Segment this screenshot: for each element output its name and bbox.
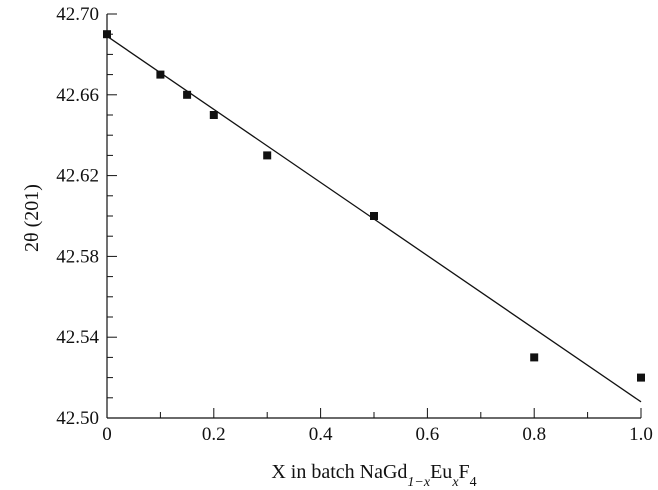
- x-label-subscript: 4: [470, 475, 477, 490]
- data-points: [103, 30, 645, 382]
- y-tick-label: 42.50: [56, 408, 99, 429]
- x-tick-label: 0.8: [522, 424, 546, 445]
- x-label-text: Eu: [430, 461, 452, 483]
- data-point: [209, 111, 218, 119]
- y-tick-label: 42.58: [56, 246, 99, 267]
- data-point: [156, 70, 165, 79]
- data-point: [263, 151, 272, 160]
- x-tick-label: 0: [102, 424, 112, 445]
- y-tick-label: 42.70: [56, 4, 99, 25]
- x-tick-label: 1.0: [629, 424, 653, 445]
- tick-labels: 0 0.2 0.4 0.6 0.8 1.0 42.50 42.54 42.58 42.62 42.6…: [56, 4, 653, 445]
- x-label-subscript: 1−x: [407, 475, 430, 490]
- ticks: [106, 13, 642, 419]
- data-point: [370, 212, 378, 220]
- data-point: [637, 373, 645, 382]
- x-label-text: X in batch NaGd: [271, 461, 407, 483]
- x-axis-label: X in batch NaGd1−xEuxF4: [271, 461, 476, 490]
- y-tick-label: 42.54: [56, 327, 99, 348]
- x-tick-label: 0.2: [202, 424, 226, 445]
- x-tick-label: 0.4: [309, 424, 333, 445]
- y-tick-label: 42.66: [56, 85, 99, 106]
- data-point: [183, 90, 192, 99]
- data-point: [530, 353, 539, 362]
- x-tick-label: 0.6: [416, 424, 440, 445]
- y-axis-label: 2θ (201): [21, 184, 43, 252]
- data-point: [103, 30, 111, 39]
- x-label-text: F: [459, 461, 470, 483]
- x-label-subscript: x: [451, 475, 459, 490]
- y-tick-label: 42.62: [56, 166, 99, 187]
